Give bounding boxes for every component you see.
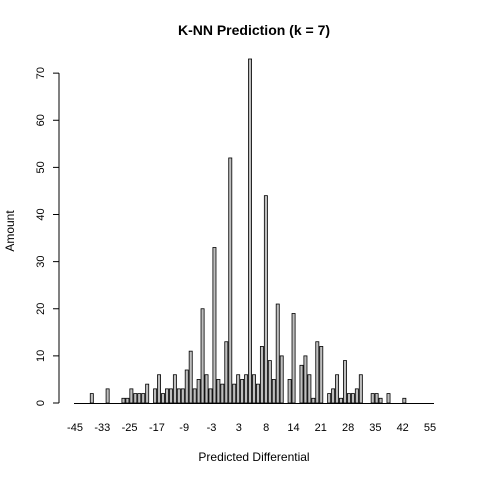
histogram-bar	[157, 374, 161, 404]
histogram-bar	[165, 388, 169, 404]
histogram-bar	[161, 393, 165, 404]
histogram-bar	[248, 58, 252, 404]
histogram-bar	[105, 388, 110, 404]
histogram-bar	[204, 374, 209, 404]
histogram-bar	[196, 379, 201, 404]
y-tick-label: 60	[35, 114, 47, 126]
y-axis: 0 10 20 30 40 50 60 70	[35, 67, 60, 406]
histogram-bar	[339, 397, 343, 404]
histogram-bar	[331, 388, 336, 404]
x-tick-label: 42	[397, 422, 409, 434]
x-tick-label: -33	[94, 422, 110, 434]
histogram-bar	[168, 388, 173, 404]
histogram-bar	[350, 393, 355, 404]
histogram-bar	[216, 379, 221, 404]
histogram-bar	[287, 379, 292, 404]
x-tick-label: 8	[263, 422, 269, 434]
bars-group	[74, 58, 434, 404]
histogram-bar	[224, 341, 229, 404]
y-tick-label: 30	[35, 256, 47, 268]
x-tick-label: -17	[149, 422, 165, 434]
histogram-bar	[402, 397, 407, 404]
x-tick-label: 28	[342, 422, 354, 434]
histogram-bar	[145, 383, 150, 404]
histogram-bar	[129, 388, 134, 404]
x-tick-label: 21	[315, 422, 327, 434]
y-tick-label: 40	[35, 208, 47, 220]
histogram-bar	[137, 393, 142, 404]
histogram-bar	[358, 374, 363, 404]
histogram-bar	[299, 364, 304, 404]
y-tick-label: 0	[35, 400, 47, 406]
histogram-bar	[256, 383, 260, 404]
histogram-bar	[370, 393, 375, 404]
histogram-bar	[374, 393, 379, 404]
histogram-bar	[346, 393, 351, 404]
histogram-bar	[121, 397, 126, 404]
x-tick-label: 14	[287, 422, 299, 434]
histogram-bar	[232, 383, 237, 404]
x-tick-label: -3	[207, 422, 217, 434]
histogram-bar	[327, 393, 332, 404]
histogram-bar	[271, 379, 276, 404]
histogram-bar	[252, 374, 256, 404]
histogram-bar	[335, 374, 340, 404]
histogram-bar	[89, 393, 94, 404]
histogram-bar	[343, 360, 347, 404]
histogram-bar	[386, 393, 391, 404]
histogram-bar	[220, 383, 225, 404]
x-tick-label: -45	[67, 422, 83, 434]
histogram-bar	[354, 388, 359, 404]
x-tick-label: 55	[424, 422, 436, 434]
histogram-bar	[267, 360, 272, 404]
histogram-bar	[236, 374, 241, 404]
histogram-bar	[315, 341, 320, 404]
histogram-bar	[240, 379, 245, 404]
histogram-bar	[176, 388, 181, 404]
histogram-bar	[307, 374, 312, 404]
x-tick-label: 3	[236, 422, 242, 434]
histogram-bar	[141, 393, 146, 404]
histogram-bar	[378, 397, 383, 404]
histogram-bar	[244, 374, 249, 404]
y-tick-label: 70	[35, 67, 47, 79]
x-axis: -45 -33 -25 -17 -9 -3 3 8 14 21 28 35 42 55	[67, 422, 436, 434]
histogram-bar	[303, 355, 308, 404]
histogram-bar	[291, 313, 296, 404]
x-tick-label: 35	[369, 422, 381, 434]
histogram-bar	[125, 397, 130, 404]
histogram-bar	[200, 308, 205, 404]
x-tick-label: -9	[179, 422, 189, 434]
histogram-bar	[259, 346, 264, 404]
histogram-bar	[208, 388, 213, 404]
histogram-bar	[184, 369, 189, 404]
histogram-bar	[153, 388, 158, 404]
y-tick-label: 20	[35, 303, 47, 315]
histogram-bar	[192, 388, 197, 404]
y-tick-label: 50	[35, 161, 47, 173]
histogram-bar	[263, 195, 268, 404]
x-tick-label: -25	[122, 422, 138, 434]
histogram-bar	[275, 303, 280, 404]
histogram-bar	[180, 388, 185, 404]
chart-title: K-NN Prediction (k = 7)	[178, 22, 330, 38]
histogram-bar	[279, 355, 284, 404]
x-axis-label: Predicted Differential	[198, 450, 309, 464]
histogram-bar	[228, 157, 233, 404]
y-axis-label: Amount	[3, 210, 17, 252]
histogram-bar	[188, 350, 193, 404]
histogram-bar	[133, 393, 138, 404]
histogram-bar	[311, 397, 316, 404]
histogram-bar	[172, 374, 177, 404]
histogram-bar	[212, 247, 217, 404]
histogram-bar	[319, 346, 324, 404]
y-tick-label: 10	[35, 350, 47, 362]
